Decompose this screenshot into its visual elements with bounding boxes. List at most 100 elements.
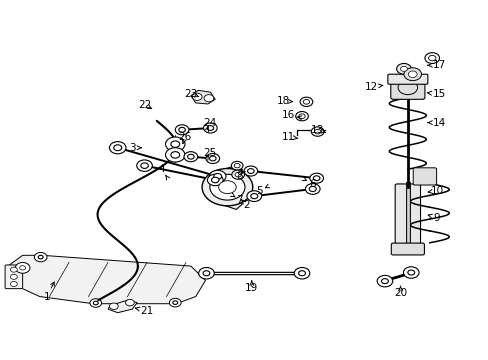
Circle shape	[170, 141, 179, 147]
Text: 2: 2	[243, 200, 250, 210]
Circle shape	[234, 163, 240, 168]
Circle shape	[10, 267, 17, 272]
Circle shape	[206, 126, 213, 130]
Text: 6: 6	[309, 179, 315, 189]
Circle shape	[376, 275, 392, 287]
Text: 7: 7	[236, 195, 243, 205]
Circle shape	[295, 112, 308, 121]
Circle shape	[305, 184, 320, 194]
Circle shape	[403, 68, 421, 81]
Circle shape	[400, 66, 407, 71]
Text: 20: 20	[393, 288, 407, 298]
Circle shape	[179, 127, 185, 132]
Text: 1: 1	[43, 292, 50, 302]
Text: 5: 5	[255, 186, 262, 196]
Circle shape	[424, 53, 439, 63]
Circle shape	[20, 266, 25, 270]
Circle shape	[407, 71, 416, 77]
Circle shape	[308, 186, 316, 192]
Circle shape	[172, 301, 177, 305]
Text: 9: 9	[433, 213, 440, 222]
Circle shape	[298, 114, 305, 118]
Polygon shape	[223, 166, 242, 182]
Circle shape	[202, 168, 252, 206]
Circle shape	[397, 80, 417, 95]
Circle shape	[309, 173, 323, 183]
Circle shape	[165, 137, 184, 151]
Circle shape	[203, 123, 217, 133]
Text: 24: 24	[203, 118, 217, 128]
Text: 3: 3	[129, 143, 135, 153]
Circle shape	[183, 152, 197, 162]
Circle shape	[314, 129, 320, 134]
Text: 19: 19	[244, 283, 258, 293]
Circle shape	[38, 255, 43, 259]
Circle shape	[187, 154, 194, 159]
Circle shape	[209, 156, 216, 161]
Text: 10: 10	[429, 186, 443, 196]
Polygon shape	[223, 193, 242, 210]
Circle shape	[15, 262, 30, 273]
Circle shape	[203, 271, 209, 276]
Circle shape	[169, 298, 181, 307]
Circle shape	[141, 163, 148, 168]
Text: 8: 8	[236, 171, 243, 181]
Text: 22: 22	[138, 100, 151, 110]
Text: 14: 14	[432, 118, 445, 128]
FancyBboxPatch shape	[394, 184, 420, 249]
Circle shape	[137, 160, 152, 171]
Text: 13: 13	[310, 125, 324, 135]
Circle shape	[170, 152, 179, 158]
Polygon shape	[8, 255, 205, 304]
Circle shape	[192, 93, 202, 100]
Text: 25: 25	[203, 148, 217, 158]
Text: 26: 26	[178, 132, 191, 142]
Circle shape	[90, 299, 102, 307]
FancyBboxPatch shape	[5, 265, 22, 289]
Circle shape	[403, 267, 418, 278]
Circle shape	[300, 97, 312, 107]
Circle shape	[407, 270, 414, 275]
Circle shape	[298, 271, 305, 276]
Circle shape	[218, 181, 236, 194]
Circle shape	[175, 125, 188, 135]
Circle shape	[313, 176, 319, 181]
Circle shape	[381, 279, 387, 284]
Circle shape	[303, 99, 309, 104]
Text: 4: 4	[158, 164, 164, 174]
Text: 23: 23	[184, 89, 197, 99]
Circle shape	[207, 174, 223, 186]
Circle shape	[244, 166, 257, 176]
Circle shape	[203, 95, 213, 102]
Circle shape	[10, 274, 17, 279]
Circle shape	[311, 127, 324, 136]
Circle shape	[125, 300, 134, 306]
Circle shape	[34, 252, 47, 262]
Circle shape	[427, 55, 435, 61]
Text: 17: 17	[432, 60, 445, 70]
Circle shape	[109, 141, 126, 154]
Circle shape	[235, 172, 241, 177]
Text: 11: 11	[281, 132, 294, 142]
Circle shape	[93, 301, 98, 305]
Circle shape	[109, 303, 118, 310]
Circle shape	[198, 267, 214, 279]
Circle shape	[205, 153, 219, 163]
Circle shape	[231, 161, 243, 170]
Circle shape	[247, 168, 254, 174]
Circle shape	[231, 170, 244, 179]
Circle shape	[213, 174, 221, 179]
Circle shape	[165, 148, 184, 162]
FancyBboxPatch shape	[390, 80, 424, 99]
FancyBboxPatch shape	[412, 168, 436, 185]
Text: 12: 12	[364, 82, 377, 92]
Text: 21: 21	[140, 306, 153, 316]
Circle shape	[246, 191, 261, 202]
Circle shape	[10, 282, 17, 287]
FancyBboxPatch shape	[390, 243, 424, 255]
Circle shape	[211, 177, 219, 183]
Circle shape	[294, 267, 309, 279]
Circle shape	[396, 63, 410, 74]
FancyBboxPatch shape	[387, 74, 427, 84]
Text: 16: 16	[281, 111, 294, 121]
